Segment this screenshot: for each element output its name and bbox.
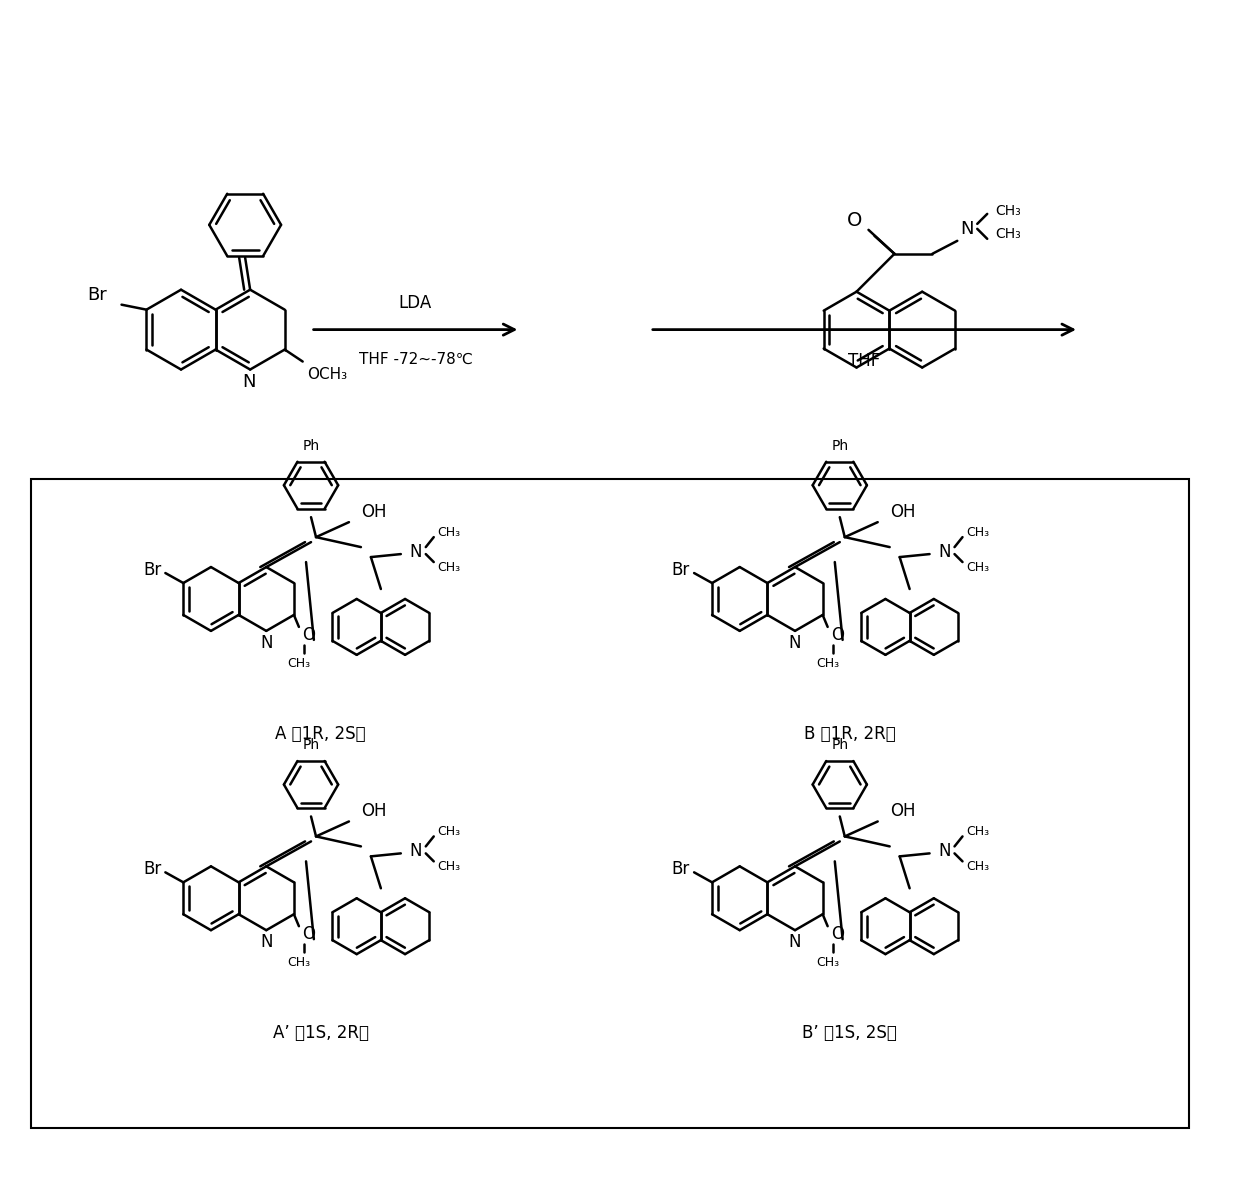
Text: THF -72~-78℃: THF -72~-78℃ xyxy=(358,351,472,367)
Text: N: N xyxy=(961,219,975,238)
Text: Br: Br xyxy=(672,861,691,878)
Text: CH₃: CH₃ xyxy=(966,859,990,872)
Text: N: N xyxy=(260,634,273,652)
Text: CH₃: CH₃ xyxy=(438,859,461,872)
Text: N: N xyxy=(789,934,801,951)
Text: N: N xyxy=(939,544,951,561)
Text: N: N xyxy=(939,842,951,861)
Text: CH₃: CH₃ xyxy=(438,825,461,838)
Text: Ph: Ph xyxy=(303,439,320,453)
Text: N: N xyxy=(409,544,422,561)
Text: O: O xyxy=(847,211,862,230)
Text: CH₃: CH₃ xyxy=(966,560,990,573)
Text: CH₃: CH₃ xyxy=(288,657,310,670)
Text: B’ （1S, 2S）: B’ （1S, 2S） xyxy=(802,1023,897,1042)
Text: A （1R, 2S）: A （1R, 2S） xyxy=(275,725,366,743)
Text: CH₃: CH₃ xyxy=(966,825,990,838)
Text: CH₃: CH₃ xyxy=(816,956,839,969)
Text: Br: Br xyxy=(143,561,161,579)
Text: O: O xyxy=(303,626,315,644)
Text: N: N xyxy=(242,373,255,390)
Text: CH₃: CH₃ xyxy=(438,526,461,539)
Text: Ph: Ph xyxy=(831,738,848,752)
Text: CH₃: CH₃ xyxy=(288,956,310,969)
Text: O: O xyxy=(303,926,315,943)
Text: N: N xyxy=(260,934,273,951)
Text: Ph: Ph xyxy=(831,439,848,453)
Text: Ph: Ph xyxy=(303,738,320,752)
Text: N: N xyxy=(409,842,422,861)
Text: CH₃: CH₃ xyxy=(438,560,461,573)
Text: THF: THF xyxy=(848,351,880,369)
Text: Br: Br xyxy=(672,561,691,579)
Text: OH: OH xyxy=(361,803,387,821)
Text: LDA: LDA xyxy=(399,294,432,311)
Text: OH: OH xyxy=(361,503,387,521)
Text: CH₃: CH₃ xyxy=(816,657,839,670)
Text: Br: Br xyxy=(143,861,161,878)
Text: CH₃: CH₃ xyxy=(996,204,1021,218)
Text: OH: OH xyxy=(889,503,915,521)
Text: O: O xyxy=(831,926,844,943)
Text: CH₃: CH₃ xyxy=(996,226,1021,241)
Text: Br: Br xyxy=(87,285,107,304)
Text: OH: OH xyxy=(889,803,915,821)
Text: B （1R, 2R）: B （1R, 2R） xyxy=(804,725,895,743)
Text: A’ （1S, 2R）: A’ （1S, 2R） xyxy=(273,1023,368,1042)
FancyBboxPatch shape xyxy=(31,479,1189,1128)
Text: OCH₃: OCH₃ xyxy=(306,367,347,382)
Text: N: N xyxy=(789,634,801,652)
Text: O: O xyxy=(831,626,844,644)
Text: CH₃: CH₃ xyxy=(966,526,990,539)
